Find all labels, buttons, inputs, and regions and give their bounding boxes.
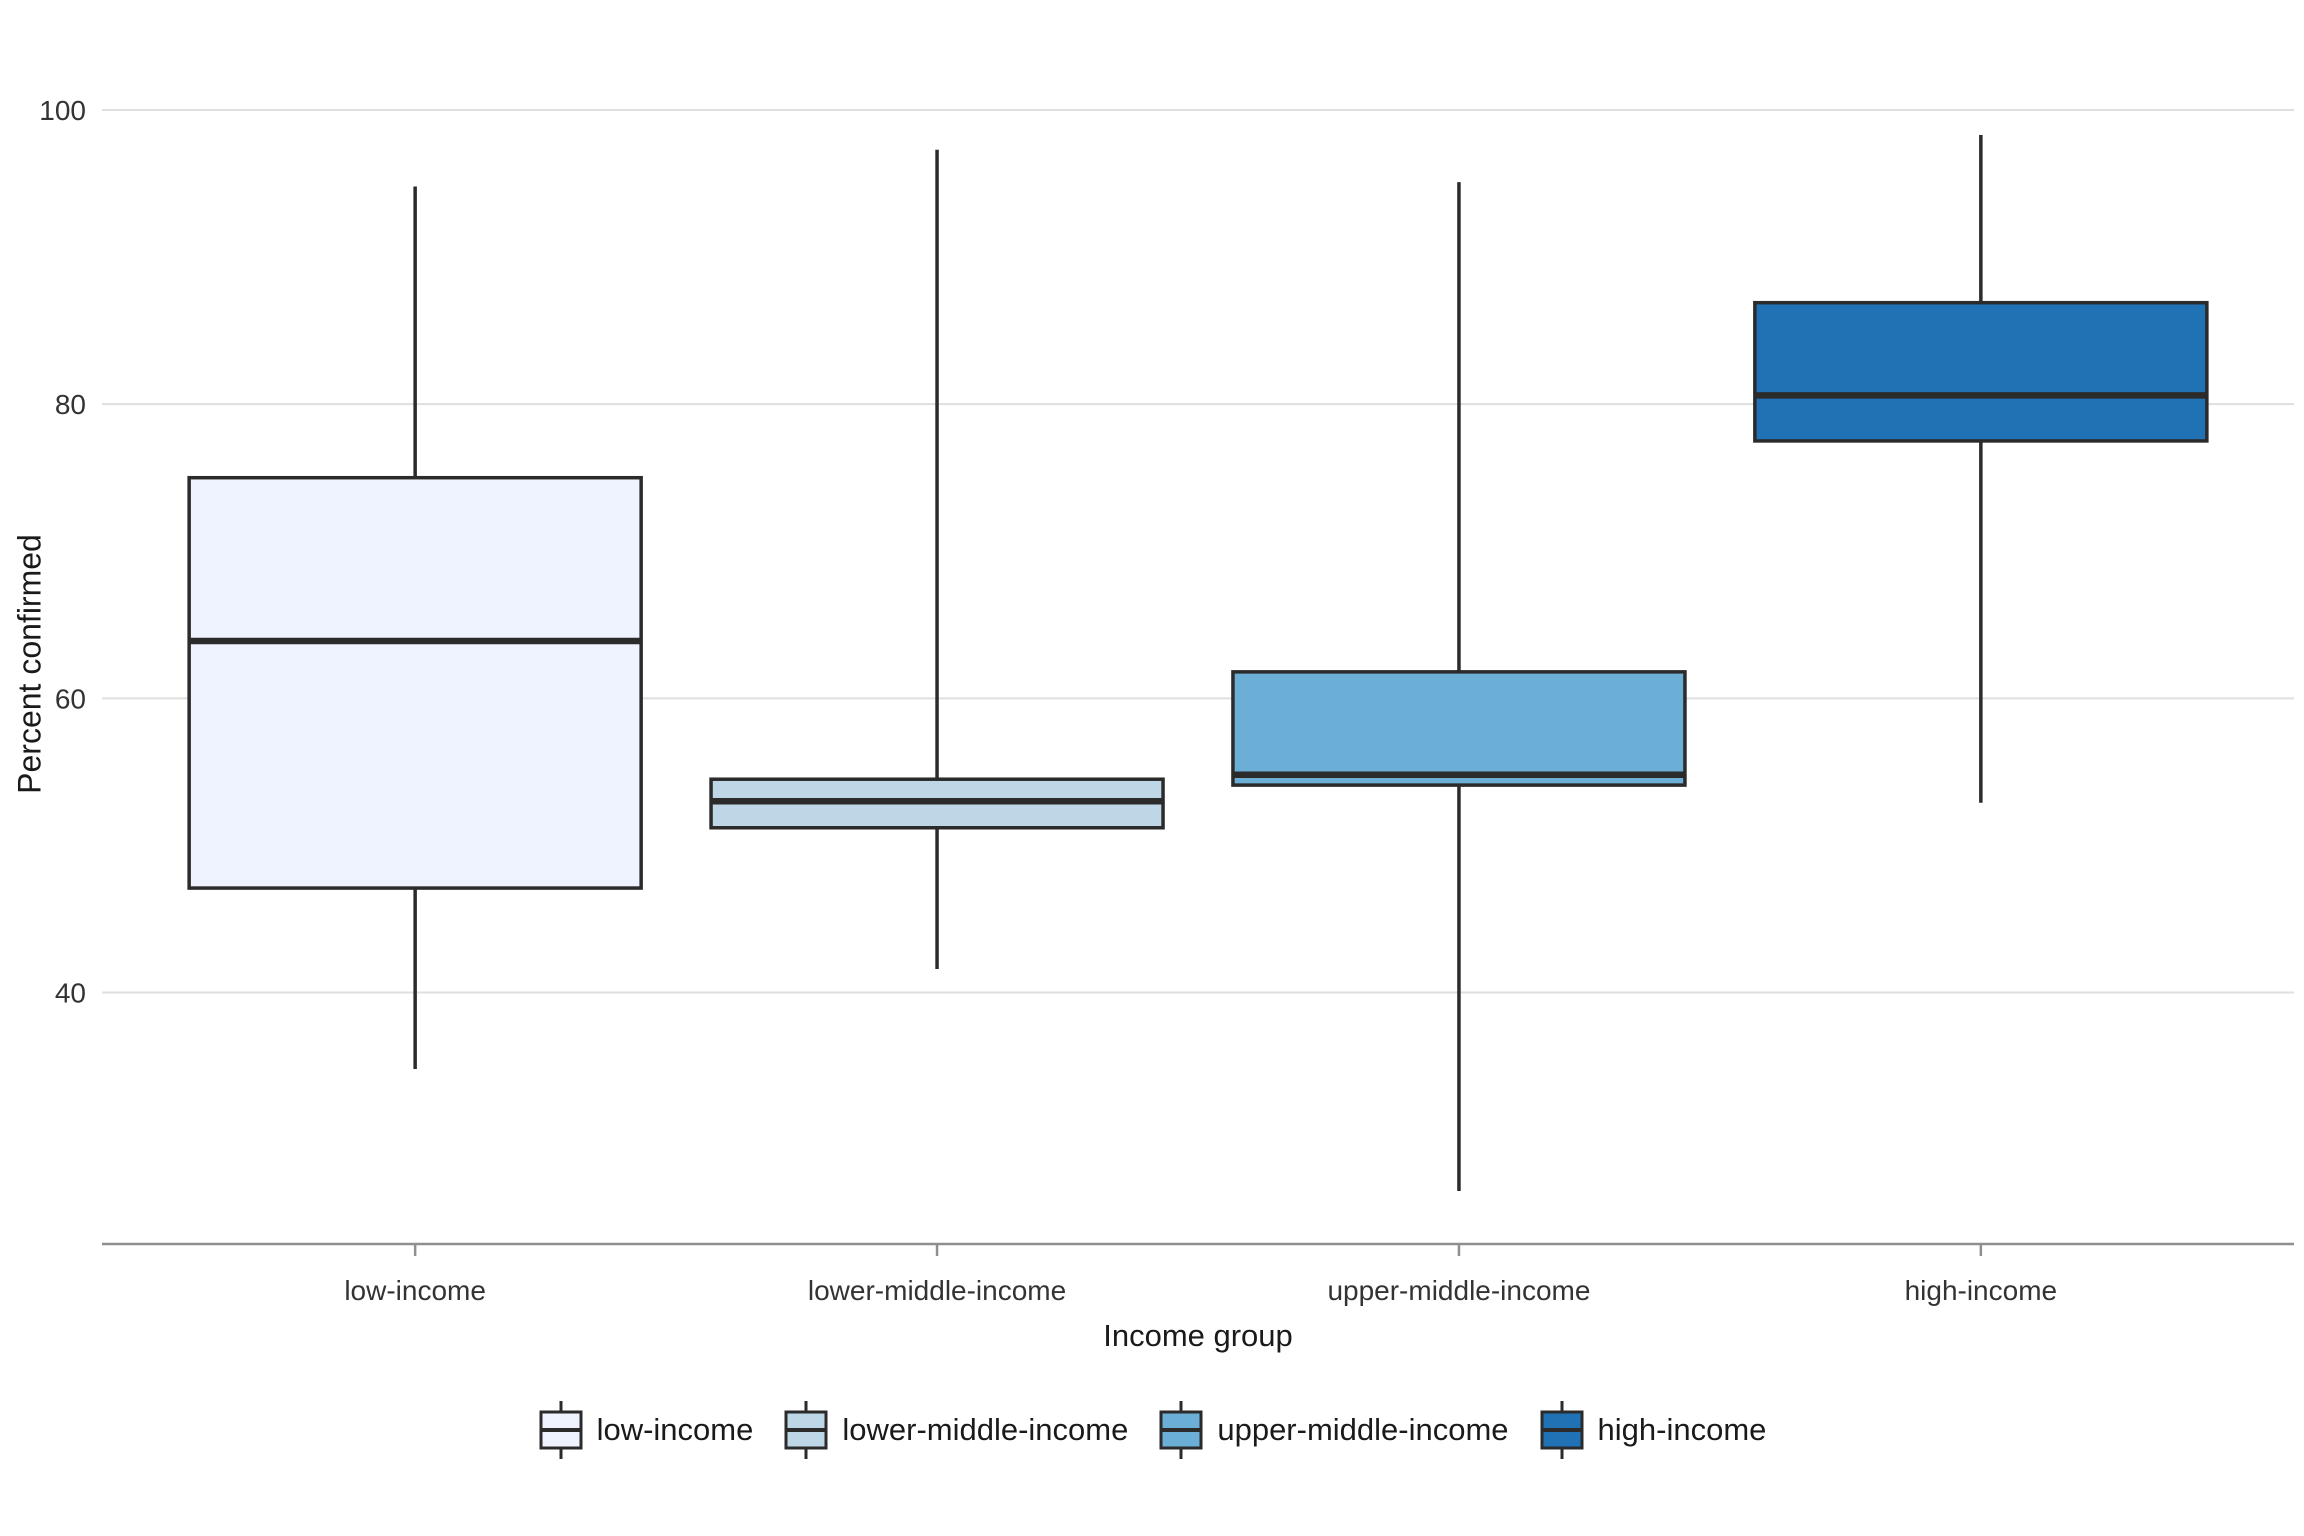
- legend-item: upper-middle-income: [1158, 1400, 1509, 1460]
- y-tick-label: 100: [39, 95, 86, 126]
- legend-label: lower-middle-income: [842, 1412, 1129, 1447]
- legend-label: upper-middle-income: [1217, 1412, 1509, 1447]
- legend-item: low-income: [538, 1400, 754, 1460]
- legend-item: high-income: [1539, 1400, 1767, 1460]
- x-category-label: low-income: [344, 1275, 486, 1306]
- legend: low-income lower-middle-income upper-middl…: [0, 1400, 2304, 1460]
- x-category-label: lower-middle-income: [808, 1275, 1066, 1306]
- y-tick-label: 40: [55, 977, 86, 1008]
- x-axis-title: Income group: [1103, 1318, 1293, 1353]
- legend-boxplot-glyph: [539, 1401, 583, 1459]
- boxplot-canvas: 40 60 80 100 low-income lower-middle-income up…: [39, 95, 2294, 1306]
- legend-label: high-income: [1597, 1412, 1767, 1447]
- iqr-box: [1231, 670, 1687, 787]
- legend-item: lower-middle-income: [783, 1400, 1128, 1460]
- iqr-box: [1753, 300, 2209, 443]
- x-category-label: upper-middle-income: [1327, 1275, 1590, 1306]
- iqr-box: [187, 475, 643, 890]
- legend-boxplot-glyph: [1540, 1401, 1584, 1459]
- y-tick-label: 80: [55, 389, 86, 420]
- y-axis-title: Percent confirmed: [11, 534, 48, 794]
- legend-boxplot-glyph: [784, 1401, 828, 1459]
- legend-boxplot-glyph: [1159, 1401, 1203, 1459]
- legend-label: low-income: [596, 1412, 754, 1447]
- y-tick-label: 60: [55, 683, 86, 714]
- x-category-label: high-income: [1905, 1275, 2058, 1306]
